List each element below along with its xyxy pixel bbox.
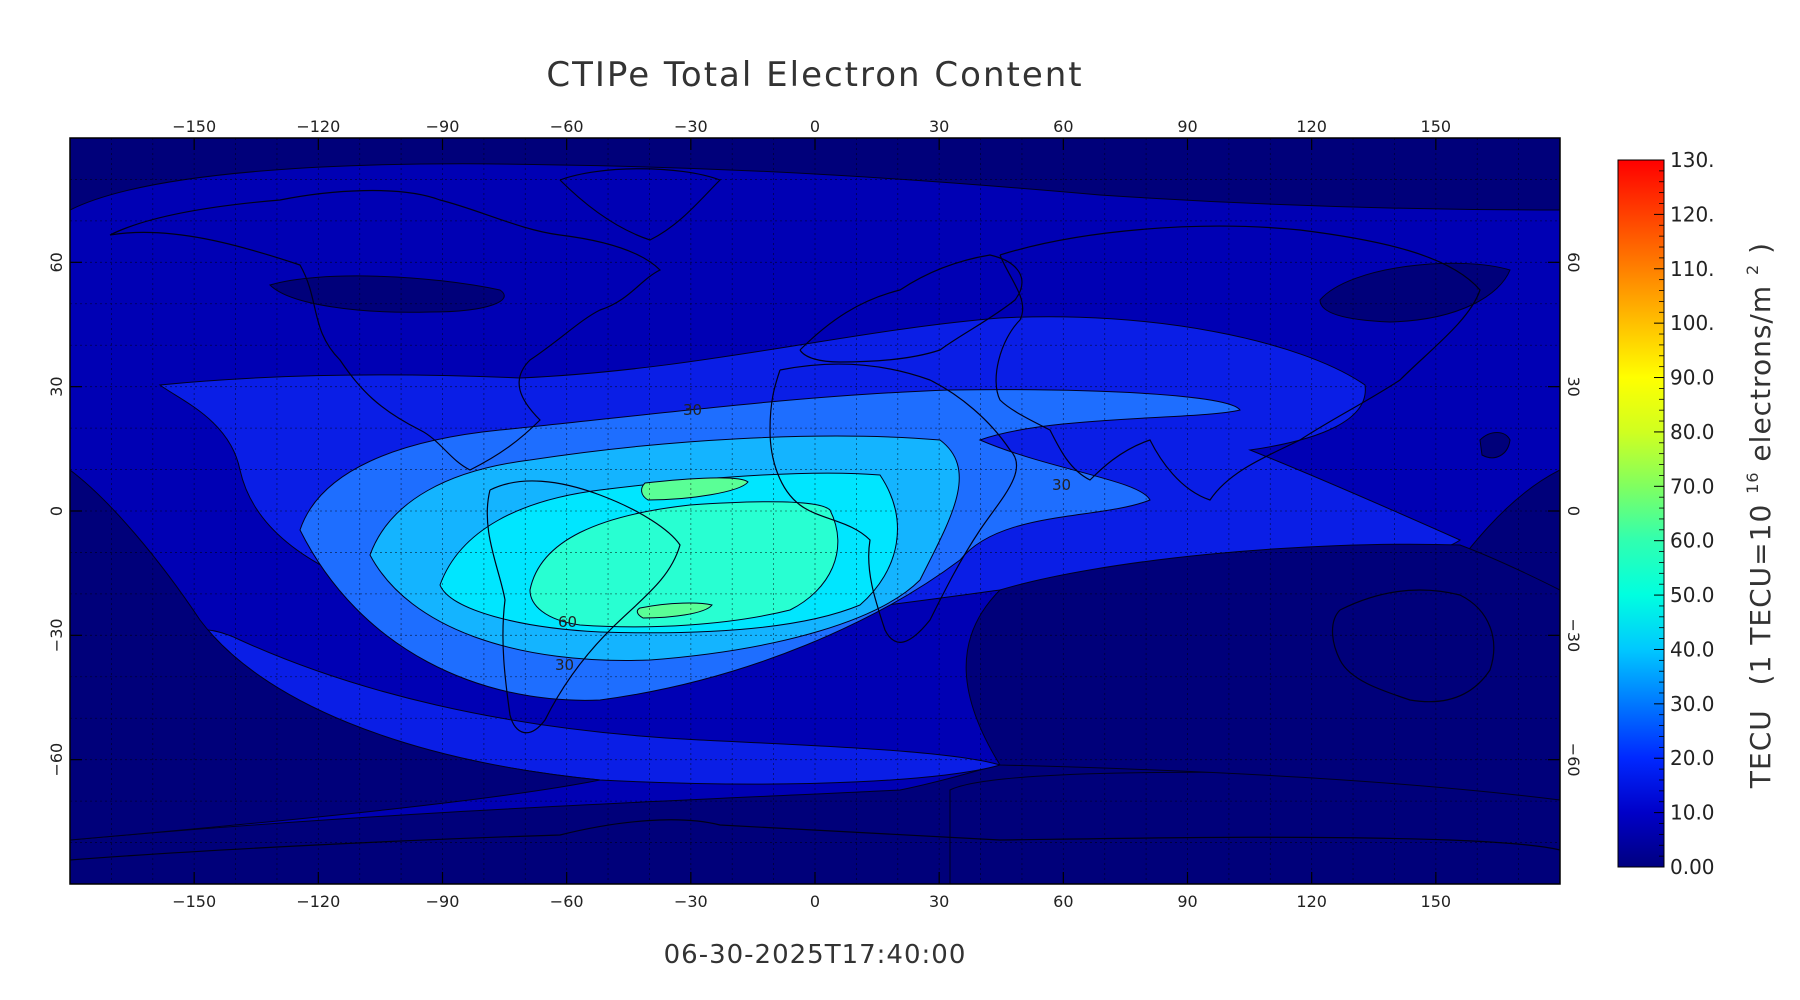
colorbar-tick-label: 130. <box>1670 148 1715 172</box>
contour-label-30-north: 30 <box>683 401 702 419</box>
x-tick-label-bottom: 60 <box>1053 892 1073 911</box>
colorbar-tick-label: 80.0 <box>1670 420 1715 444</box>
x-tick-label-bottom: 120 <box>1296 892 1327 911</box>
colorbar-tick-label: 30.0 <box>1670 692 1715 716</box>
colorbar-label-unit: (1 TECU=10 <box>1744 504 1777 686</box>
y-tick-label-right: 30 <box>1564 376 1583 396</box>
coast-africa <box>769 363 1018 643</box>
colorbar-label-exp: 16 <box>1743 471 1762 493</box>
coast-north-america <box>109 189 662 471</box>
contour-label-60: 60 <box>558 613 577 631</box>
x-tick-label-top: 30 <box>929 117 949 136</box>
colorbar-tick-label: 60.0 <box>1670 529 1715 553</box>
colorbar-label: TECU (1 TECU=10 16 electrons/m 2 ) <box>1732 242 1777 789</box>
colorbar-gradient <box>1617 159 1665 868</box>
tec-low-south-atlantic <box>965 543 1560 801</box>
x-tick-label-bottom: 0 <box>810 892 820 911</box>
coastlines <box>70 168 1560 861</box>
tec-band-70-b <box>636 602 713 619</box>
y-tick-label-right: −30 <box>1564 618 1583 652</box>
coast-antarctica <box>70 819 1560 861</box>
x-tick-label-bottom: −90 <box>426 892 460 911</box>
coast-asia <box>995 225 1481 501</box>
map-axes: −150 −150 −120 −120 −90 −90 −60 −60 −30 −30 0 0 30 30… <box>47 117 1583 911</box>
colorbar-tick-label: 20.0 <box>1670 746 1715 770</box>
graticule <box>70 138 1560 884</box>
y-tick-label-left: −60 <box>47 743 66 777</box>
x-tick-label-bottom: −150 <box>172 892 216 911</box>
x-tick-label-bottom: −60 <box>550 892 584 911</box>
chart-title: CTIPe Total Electron Content <box>546 55 1083 95</box>
y-tick-label-right: −60 <box>1564 743 1583 777</box>
colorbar-tick-label: 100. <box>1670 311 1715 335</box>
tec-band-60 <box>529 501 839 628</box>
tec-low-south-pacific <box>70 469 601 841</box>
timestamp: 06-30-2025T17:40:00 <box>664 940 967 970</box>
y-tick-label-right: 60 <box>1564 252 1583 272</box>
x-tick-label-top: 150 <box>1421 117 1452 136</box>
tec-band-70-a <box>641 477 749 501</box>
x-tick-label-top: −90 <box>426 117 460 136</box>
x-tick-label-top: −30 <box>674 117 708 136</box>
tec-low-pacific <box>1479 432 1511 459</box>
x-tick-label-bottom: −30 <box>674 892 708 911</box>
colorbar-tick-label: 90.0 <box>1670 366 1715 390</box>
x-tick-label-top: −60 <box>550 117 584 136</box>
y-tick-label-left: 0 <box>47 506 66 516</box>
coast-europe <box>799 254 1023 363</box>
coast-south-america <box>486 480 681 734</box>
x-tick-label-top: −120 <box>296 117 340 136</box>
y-tick-label-right: 0 <box>1564 506 1583 516</box>
y-tick-label-left: 60 <box>47 252 66 272</box>
colorbar-label-tail: electrons/m <box>1744 285 1777 462</box>
x-tick-label-top: 60 <box>1053 117 1073 136</box>
tec-map <box>70 138 1560 884</box>
colorbar-tick-label: 120. <box>1670 202 1715 226</box>
x-tick-label-bottom: −120 <box>296 892 340 911</box>
colorbar-label-prefix: TECU <box>1744 709 1777 789</box>
colorbar-label-sq: 2 <box>1743 264 1762 275</box>
x-tick-label-top: 90 <box>1177 117 1197 136</box>
coast-australia <box>1331 589 1495 703</box>
colorbar-ticks: 0.00 10.0 20.0 30.0 40.0 50.0 60.0 70.0 80.0 90.0… <box>1654 148 1715 879</box>
colorbar-tick-label: 50.0 <box>1670 583 1715 607</box>
contour-label-30-east: 30 <box>1052 476 1071 494</box>
tec-low-asia <box>1319 262 1511 323</box>
y-tick-label-left: −30 <box>47 618 66 652</box>
colorbar-tick-label: 10.0 <box>1670 801 1715 825</box>
x-tick-label-bottom: 30 <box>929 892 949 911</box>
contour-label-30-south: 30 <box>555 656 574 674</box>
colorbar-tick-label: 40.0 <box>1670 637 1715 661</box>
x-tick-label-bottom: 90 <box>1177 892 1197 911</box>
colorbar-tick-label: 70.0 <box>1670 474 1715 498</box>
colorbar-tick-label: 110. <box>1670 257 1715 281</box>
colorbar-label-close: ) <box>1744 242 1777 254</box>
x-tick-label-bottom: 150 <box>1421 892 1452 911</box>
x-tick-label-top: 0 <box>810 117 820 136</box>
tec-low-north-america <box>269 275 505 313</box>
x-tick-label-top: −150 <box>172 117 216 136</box>
x-tick-label-top: 120 <box>1296 117 1327 136</box>
colorbar-tick-label: 0.00 <box>1670 855 1715 879</box>
coast-greenland <box>559 168 722 241</box>
colorbar: 0.00 10.0 20.0 30.0 40.0 50.0 60.0 70.0 80.0 90.0… <box>1617 148 1777 879</box>
y-tick-label-left: 30 <box>47 376 66 396</box>
